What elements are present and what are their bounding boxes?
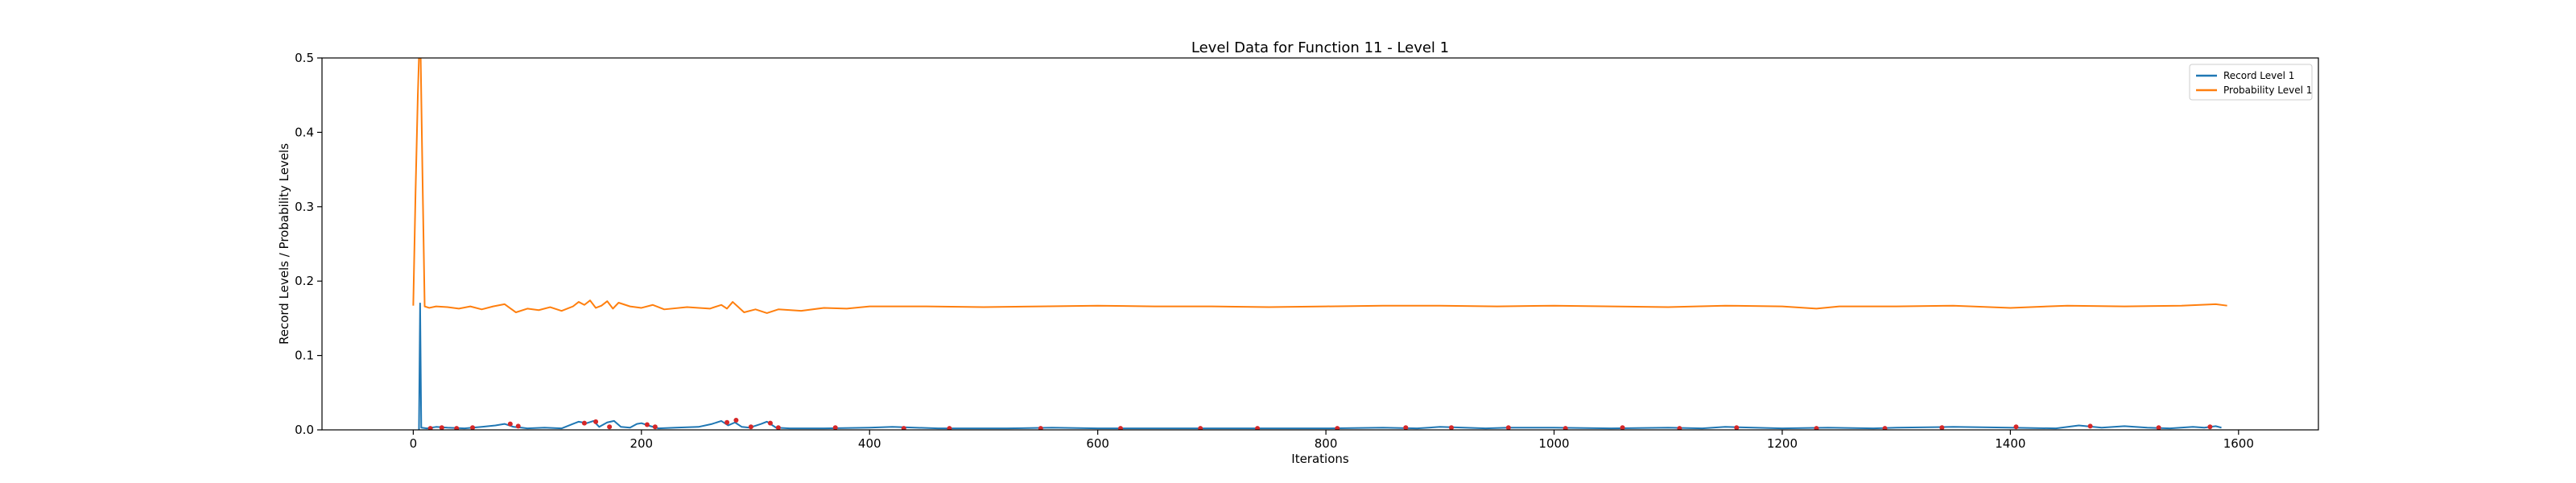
marker-point [454,426,460,430]
marker-point [1118,426,1123,430]
y-tick-label: 0.4 [295,125,314,139]
marker-point [724,419,730,425]
marker-point [1814,426,1819,430]
x-tick-label: 1600 [2223,436,2254,451]
marker-point [832,425,838,430]
x-tick-label: 0 [410,436,418,451]
x-axis: 0 200 400 600 800 1000 1200 1400 1600 [410,430,2254,451]
marker-point [733,417,739,423]
y-tick-label: 0.0 [295,423,314,437]
y-axis-label: Record Levels / Probability Levels [277,143,291,345]
marker-point [427,426,433,430]
x-tick-label: 600 [1086,436,1109,451]
marker-point [2013,424,2019,430]
marker-point [748,424,753,430]
x-tick-label: 200 [630,436,653,451]
marker-point [901,426,906,430]
x-tick-label: 1400 [1995,436,2025,451]
y-tick-label: 0.3 [295,200,314,214]
legend-box [2189,64,2313,101]
marker-point [439,425,444,430]
legend: Record Level 1 Probability Level 1 [2189,64,2313,101]
marker-point [644,422,650,427]
marker-point [1255,426,1261,430]
marker-point [767,420,773,426]
x-tick-label: 400 [858,436,881,451]
marker-point [775,425,781,430]
marker-point [1734,425,1740,430]
y-tick-label: 0.2 [295,274,314,288]
plot-frame [321,57,2319,431]
marker-point [2087,423,2093,429]
marker-point [1677,426,1682,430]
marker-point [1505,425,1511,430]
marker-point [1403,425,1409,430]
marker-point [593,419,599,424]
x-tick-label: 1200 [1767,436,1798,451]
marker-point [1448,425,1454,430]
marker-point [507,421,513,427]
marker-point [581,420,587,426]
marker-point [515,423,521,429]
legend-label: Probability Level 1 [2223,85,2312,96]
plot-area [412,58,2227,430]
marker-point [2156,425,2161,430]
marker-point [947,426,952,430]
marker-point [652,424,658,430]
marker-point [1939,425,1945,430]
marker-point [1882,426,1888,430]
legend-label: Record Level 1 [2223,70,2294,81]
y-tick-label: 0.1 [295,349,314,363]
marker-point [2207,424,2213,430]
marker-point [607,424,613,430]
series-line-2 [412,58,2227,314]
x-tick-label: 800 [1315,436,1338,451]
series-line-1 [418,302,2222,430]
chart-title: Level Data for Function 11 - Level 1 [1191,39,1449,56]
x-axis-label: Iterations [1291,452,1349,466]
marker-point [1198,426,1203,430]
x-tick-label: 1000 [1538,436,1569,451]
marker-point [1038,426,1043,430]
y-axis: 0.0 0.1 0.2 0.3 0.4 0.5 [295,51,322,437]
marker-point [470,425,476,430]
y-tick-label: 0.5 [295,51,314,65]
marker-point [1335,426,1340,430]
marker-point [1620,425,1625,430]
marker-point [1563,426,1568,430]
